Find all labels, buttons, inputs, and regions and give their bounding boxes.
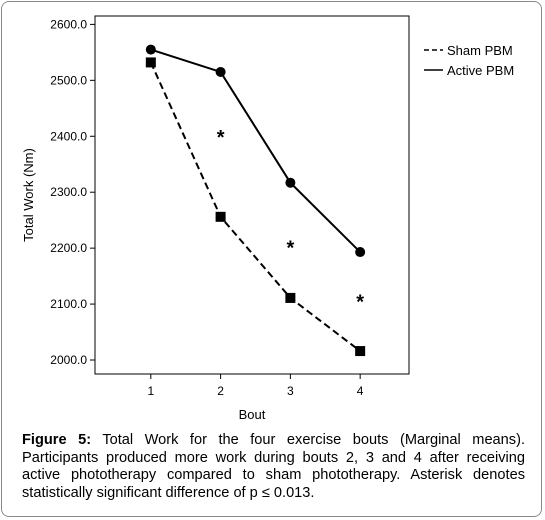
y-tick-label: 2500.0 — [50, 73, 87, 87]
significance-asterisk: * — [286, 237, 294, 259]
y-tick-label: 2000.0 — [50, 353, 87, 367]
series-line-sham — [149, 62, 361, 352]
x-tick-label: 4 — [357, 384, 364, 398]
y-tick-label: 2100.0 — [50, 297, 87, 311]
caption-label: Figure 5: — [22, 432, 92, 448]
x-tick-label: 1 — [147, 384, 154, 398]
significance-asterisk: * — [217, 127, 225, 149]
legend-label: Active PBM — [447, 63, 514, 78]
series-line-active — [150, 48, 361, 253]
sham-data-point — [355, 346, 366, 357]
y-tick-label: 2400.0 — [50, 129, 87, 143]
line-chart: 2000.0 2100.0 2200.0 2300.0 2400.0 2500.0 2600… — [21, 15, 514, 422]
y-tick-label: 2600.0 — [50, 17, 87, 31]
x-tick-label: 2 — [217, 384, 224, 398]
y-tick-label: 2200.0 — [50, 241, 87, 255]
active-data-point — [215, 66, 226, 77]
plot-frame — [94, 15, 410, 375]
x-tick-label: 3 — [287, 384, 294, 398]
active-data-point — [355, 247, 366, 258]
chart-annotations: * * * — [217, 127, 365, 313]
sham-data-point — [285, 292, 296, 303]
legend-label: Sham PBM — [447, 43, 513, 58]
sham-data-point — [145, 57, 156, 68]
y-tick-label: 2300.0 — [50, 185, 87, 199]
caption-text: Total Work for the four exercise bouts (… — [22, 432, 526, 501]
chart-series — [145, 44, 366, 357]
significance-asterisk: * — [356, 292, 364, 314]
active-data-point — [285, 177, 296, 188]
active-data-point — [145, 44, 156, 55]
chart-axes: 2000.0 2100.0 2200.0 2300.0 2400.0 2500.0 2600… — [21, 15, 410, 422]
x-axis-label: Bout — [239, 407, 266, 422]
y-axis-label: Total Work (Nm) — [21, 148, 36, 242]
sham-data-point — [215, 211, 226, 222]
chart-legend: Sham PBM Active PBM — [424, 43, 514, 78]
figure-caption: Figure 5: Total Work for the four exerci… — [22, 432, 525, 502]
